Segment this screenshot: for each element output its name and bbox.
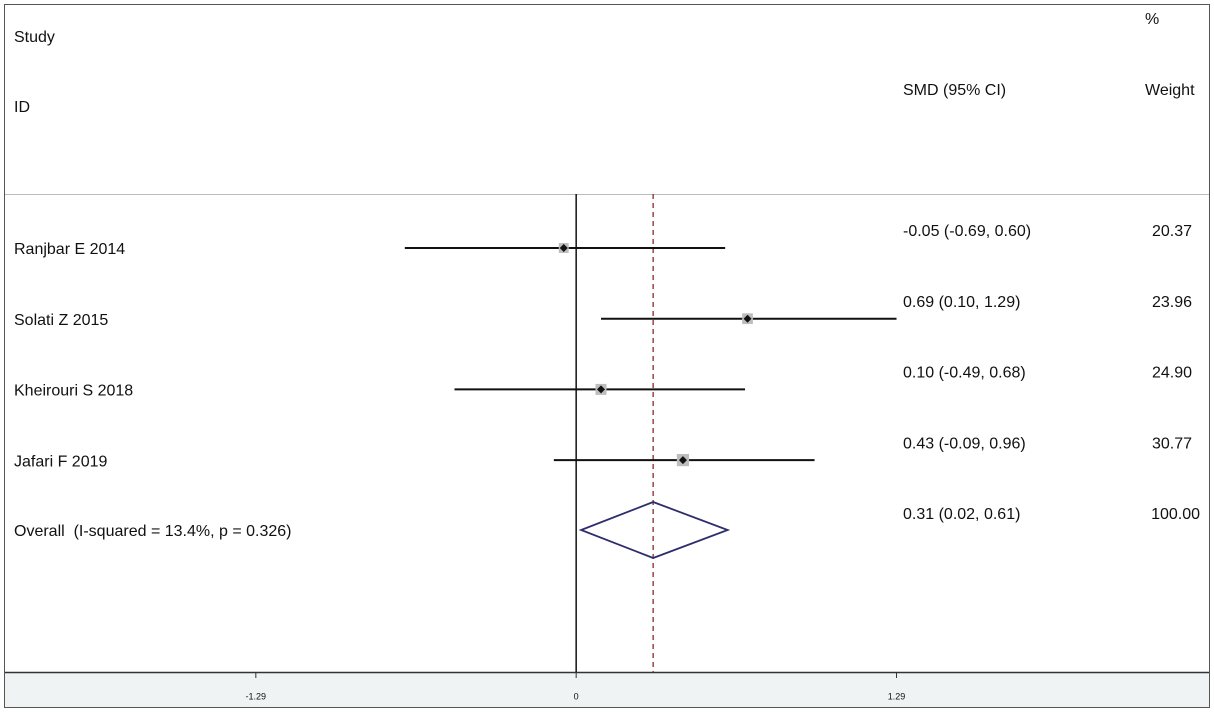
weight-label: 23.96 [1152,294,1192,311]
header-weight: Weight [1145,82,1195,99]
overall-label: Overall (I-squared = 13.4%, p = 0.326) [14,523,291,540]
header-study: Study [14,29,55,46]
header-effect: SMD (95% CI) [903,82,1006,99]
point [678,456,687,465]
effect-label: 0.69 (0.10, 1.29) [903,294,1020,311]
weight-label: 20.37 [1152,223,1192,240]
point [559,244,568,252]
x-tick-label: -1.29 [246,691,267,701]
axis-band [5,672,1209,707]
header-id: ID [14,99,30,116]
point [743,314,752,323]
header-weight-top: % [1145,11,1159,28]
frame [4,4,1210,708]
weight-label: 30.77 [1152,435,1192,452]
study-label: Solati Z 2015 [14,312,108,329]
study-label: Ranjbar E 2014 [14,241,125,258]
effect-label: 0.43 (-0.09, 0.96) [903,435,1026,452]
study-label: Jafari F 2019 [14,453,107,470]
overall-weight-label: 100.00 [1151,506,1200,523]
overall-diamond [578,501,731,559]
effect-label: -0.05 (-0.69, 0.60) [903,223,1031,240]
effect-label: 0.10 (-0.49, 0.68) [903,365,1026,382]
x-tick-label: 1.29 [888,691,906,701]
overall-effect-label: 0.31 (0.02, 0.61) [903,506,1020,523]
study-label: Kheirouri S 2018 [14,383,133,400]
x-tick-label: 0 [574,691,579,701]
weight-label: 24.90 [1152,365,1192,382]
point [597,385,605,394]
